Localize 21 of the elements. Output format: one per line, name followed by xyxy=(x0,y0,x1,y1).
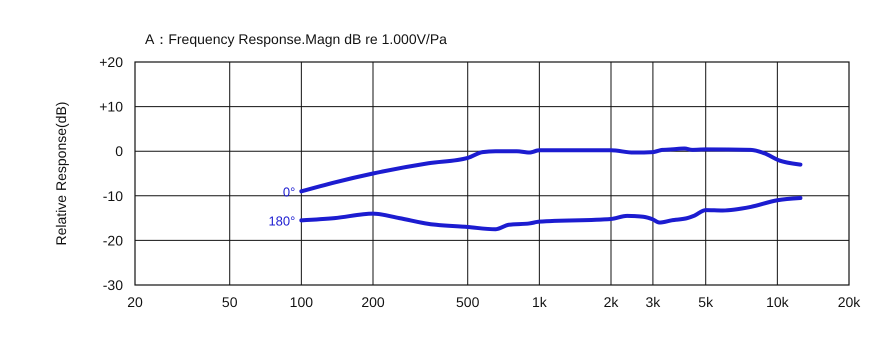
chart-title: A：Frequency Response.Magn dB re 1.000V/Pa xyxy=(145,31,448,47)
x-tick-label: 200 xyxy=(361,294,385,310)
x-tick-label: 100 xyxy=(290,294,314,310)
y-tick-label: +20 xyxy=(99,54,124,70)
series-label: 180° xyxy=(268,213,296,228)
y-tick-label: -10 xyxy=(102,188,124,204)
y-tick-label: -30 xyxy=(102,277,124,293)
x-tick-label: 10k xyxy=(766,294,790,310)
y-tick-label: +10 xyxy=(99,98,124,115)
y-tick-label: -20 xyxy=(102,232,124,248)
x-tick-label: 20k xyxy=(838,294,862,310)
x-tick-label: 500 xyxy=(456,294,480,310)
x-tick-label: 50 xyxy=(222,294,238,310)
x-tick-label: 1k xyxy=(532,294,548,310)
x-tick-label: 20 xyxy=(127,294,143,310)
x-tick-label: 2k xyxy=(604,294,620,310)
y-tick-label: 0 xyxy=(115,143,124,160)
x-tick-label: 5k xyxy=(698,294,714,310)
series-label: 0° xyxy=(282,184,296,200)
x-tick-label: 3k xyxy=(646,294,662,310)
y-axis-title: Relative Response(dB) xyxy=(53,102,69,246)
